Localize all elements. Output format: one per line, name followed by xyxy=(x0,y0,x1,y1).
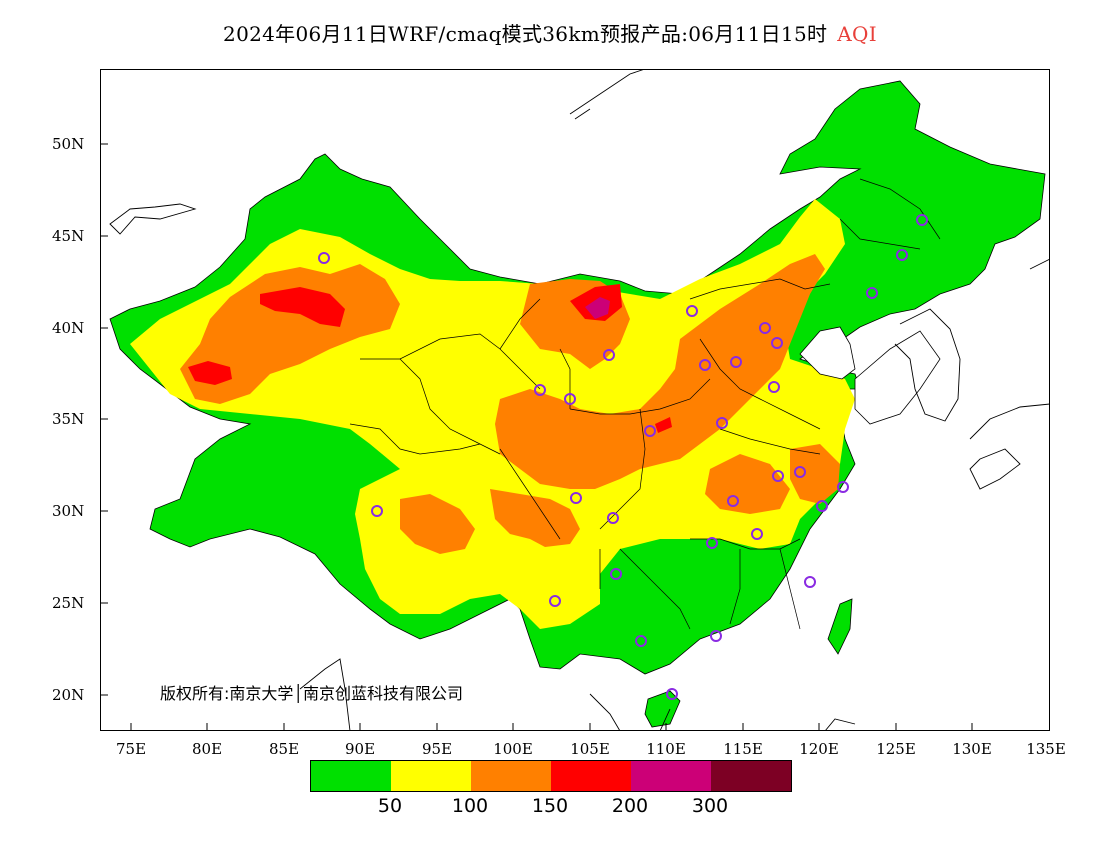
station-marker xyxy=(644,425,656,437)
bohai-sea xyxy=(799,326,856,380)
legend-swatch xyxy=(711,761,791,791)
lat-label: 50N xyxy=(52,135,85,153)
map-border xyxy=(100,69,1050,731)
lat-label: 20N xyxy=(52,686,85,704)
korea-outline xyxy=(894,308,961,422)
west-coast xyxy=(299,658,351,731)
legend-swatch xyxy=(391,761,471,791)
legend-swatch xyxy=(471,761,551,791)
balkhash-outline xyxy=(109,203,197,235)
station-marker xyxy=(549,595,561,607)
lat-label: 35N xyxy=(52,410,85,428)
station-marker xyxy=(794,466,806,478)
station-marker xyxy=(771,337,783,349)
lon-label: 100E xyxy=(493,740,533,758)
aqi-usg-tibet-east xyxy=(400,494,475,554)
lon-label: 75E xyxy=(115,740,147,758)
legend-label: 100 xyxy=(451,795,489,817)
chart-title: 2024年06月11日WRF/cmaq模式36km预报产品:06月11日15时 A… xyxy=(0,18,1100,47)
station-marker xyxy=(716,417,728,429)
lon-label: 120E xyxy=(799,740,839,758)
lat-label: 25N xyxy=(52,594,85,612)
baikal-outline xyxy=(569,69,646,120)
legend-swatch xyxy=(631,761,711,791)
aqi-usg-sichuan xyxy=(490,489,580,547)
station-marker xyxy=(666,688,678,700)
aqi-map xyxy=(100,69,1050,731)
title-variable: AQI xyxy=(837,22,877,46)
station-marker xyxy=(318,252,330,264)
lon-label: 130E xyxy=(952,740,992,758)
station-marker xyxy=(804,576,816,588)
station-marker xyxy=(772,470,784,482)
legend-label: 50 xyxy=(377,795,403,817)
hainan-island xyxy=(644,690,681,728)
south-sea-coast xyxy=(589,693,856,731)
lon-label: 80E xyxy=(191,740,223,758)
aqi-unhealthy-taklimakan xyxy=(260,287,345,327)
lon-label: 90E xyxy=(344,740,376,758)
station-marker xyxy=(607,512,619,524)
aqi-usg-huabei xyxy=(495,254,825,489)
aqi-very-unhealthy-inner-mongolia xyxy=(585,297,610,319)
station-marker xyxy=(866,287,878,299)
station-marker xyxy=(896,249,908,261)
japan-outline xyxy=(969,403,1050,490)
station-marker xyxy=(727,495,739,507)
legend-swatch xyxy=(311,761,391,791)
legend-label: 150 xyxy=(531,795,569,817)
aqi-usg-xinjiang xyxy=(180,264,400,404)
aqi-unhealthy-kashgar xyxy=(188,361,232,385)
lon-label: 110E xyxy=(646,740,686,758)
station-marker xyxy=(751,528,763,540)
station-marker xyxy=(706,537,718,549)
legend-label: 200 xyxy=(611,795,649,817)
title-main: 2024年06月11日WRF/cmaq模式36km预报产品:06月11日15时 xyxy=(223,22,828,46)
station-marker xyxy=(759,322,771,334)
lon-label: 95E xyxy=(421,740,453,758)
yellow-sea xyxy=(854,330,941,425)
lat-label: 30N xyxy=(52,502,85,520)
station-marker xyxy=(837,481,849,493)
station-markers xyxy=(318,214,928,700)
sakhalin-outline xyxy=(1029,258,1050,270)
station-marker xyxy=(570,492,582,504)
station-marker xyxy=(534,384,546,396)
aqi-unhealthy-henan xyxy=(655,417,672,433)
lon-label: 105E xyxy=(570,740,610,758)
station-marker xyxy=(371,505,383,517)
station-marker xyxy=(603,349,615,361)
lat-label: 45N xyxy=(52,227,85,245)
legend-label: 300 xyxy=(691,795,729,817)
station-marker xyxy=(564,393,576,405)
legend-swatch xyxy=(551,761,631,791)
lon-label: 125E xyxy=(876,740,916,758)
station-marker xyxy=(686,305,698,317)
lon-label: 115E xyxy=(723,740,763,758)
aqi-usg-anhui xyxy=(705,454,790,514)
copyright-text: 版权所有:南京大学│南京创蓝科技有限公司 xyxy=(160,684,464,703)
station-marker xyxy=(916,214,928,226)
station-marker xyxy=(635,635,647,647)
station-marker xyxy=(816,500,828,512)
aqi-legend xyxy=(310,760,792,792)
lat-label: 40N xyxy=(52,319,85,337)
lon-label: 85E xyxy=(268,740,300,758)
station-marker xyxy=(730,356,742,368)
aqi-usg-jiangsu xyxy=(790,444,840,504)
province-borders xyxy=(349,178,941,630)
lon-label: 135E xyxy=(1026,740,1066,758)
station-marker xyxy=(710,630,722,642)
taiwan-island xyxy=(827,598,853,655)
axis-ticks xyxy=(100,143,973,731)
station-marker xyxy=(768,381,780,393)
station-marker xyxy=(610,568,622,580)
station-marker xyxy=(699,359,711,371)
